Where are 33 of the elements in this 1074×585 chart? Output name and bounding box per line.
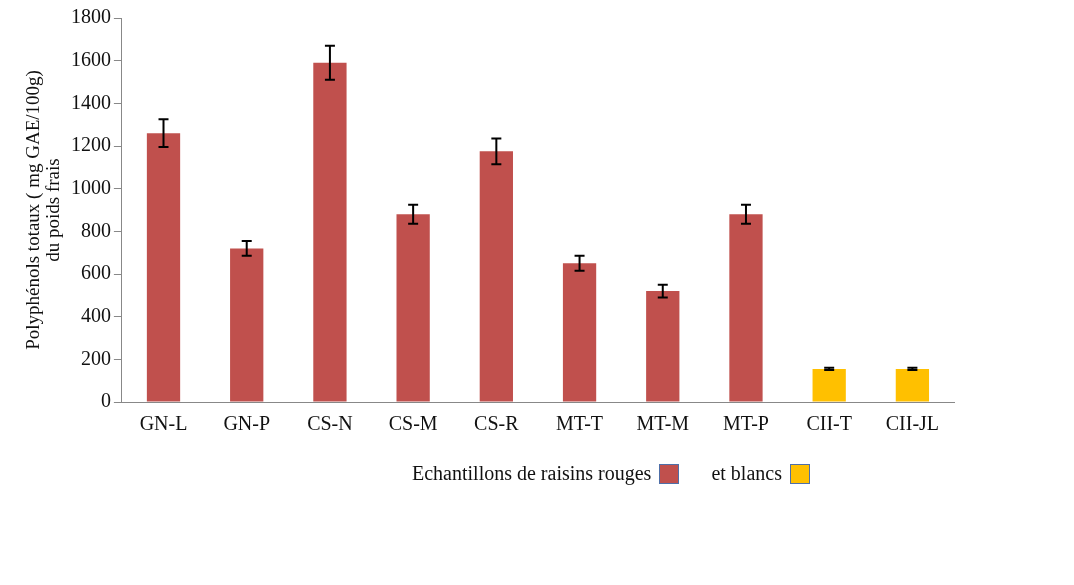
x-tick-label: CS-M: [388, 412, 438, 435]
y-tick-label: 600: [80, 261, 111, 284]
x-tick-label: MT-T: [556, 412, 604, 435]
x-tick-label: CS-R: [474, 412, 520, 435]
bar: [396, 214, 430, 402]
bar: [646, 291, 680, 402]
y-tick-label: 200: [80, 346, 111, 369]
legend-label: et blancs: [711, 462, 782, 485]
y-tick-label: 800: [80, 218, 111, 241]
bar: [146, 133, 181, 402]
bar: [895, 368, 930, 402]
x-tick-label: CII-JL: [885, 412, 940, 435]
x-tick-label: CII-T: [806, 412, 852, 435]
y-axis-title: Polyphénols totaux ( mg GAE/100g) du poids frais: [21, 70, 63, 350]
x-tick-label: GN-L: [139, 412, 188, 435]
bar: [479, 151, 513, 402]
bar: [230, 248, 264, 402]
y-tick-label: 400: [80, 303, 111, 326]
x-tick-label: MT-P: [723, 412, 769, 435]
y-tick-label: 1200: [70, 133, 111, 156]
bar: [812, 368, 846, 402]
bar: [729, 214, 763, 402]
y-tick-label: 1000: [70, 175, 111, 198]
bar: [313, 62, 347, 402]
y-tick-label: 1800: [70, 5, 111, 28]
x-tick-label: MT-M: [636, 412, 690, 435]
bar: [562, 263, 597, 402]
x-tick-label: CS-N: [307, 412, 353, 435]
y-tick-label: 1400: [70, 90, 111, 113]
y-tick-label: 1600: [70, 47, 111, 70]
x-tick-label: GN-P: [223, 412, 271, 435]
legend-label: Echantillons de raisins rouges: [412, 462, 652, 485]
y-tick-label: 0: [100, 389, 111, 412]
